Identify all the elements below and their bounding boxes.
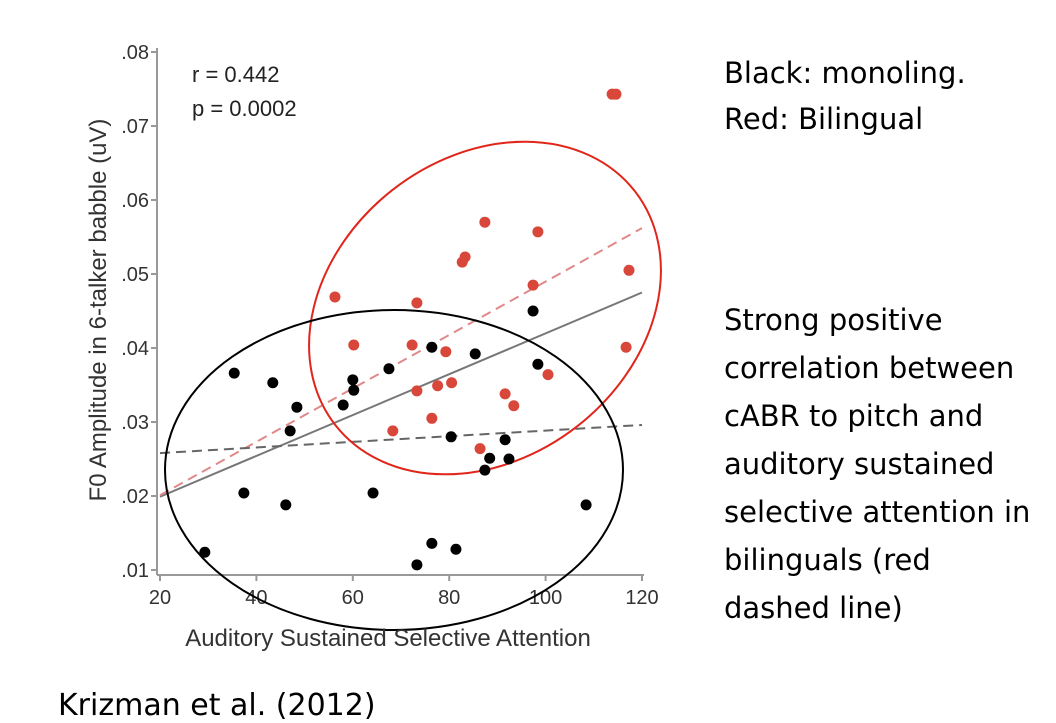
r-annotation: r = 0.442	[192, 62, 279, 87]
y-tick-label: .02	[121, 486, 149, 508]
x-tick-label: 60	[342, 587, 364, 609]
y-tick-label: .05	[121, 264, 149, 286]
monolingual-point	[426, 537, 438, 549]
bilingual-point	[620, 341, 632, 353]
legend-note: Black: monoling. Red: Bilingual	[724, 50, 966, 142]
monolingual-point	[450, 543, 462, 555]
p-annotation: p = 0.0002	[192, 96, 297, 121]
legend-red: Red: Bilingual	[724, 102, 924, 136]
monolingual-point	[284, 425, 296, 437]
monolingual-point	[411, 559, 423, 571]
bilingual-point	[542, 369, 554, 381]
monolingual-point	[267, 377, 279, 389]
axes	[156, 48, 644, 576]
monolingual-point	[238, 487, 250, 499]
monolingual-point	[469, 348, 481, 360]
bilingual-point	[440, 346, 452, 358]
y-tick-label: .03	[121, 412, 149, 434]
bilingual-point	[406, 339, 418, 351]
fit-line-dashed	[159, 423, 643, 455]
bilingual-point	[508, 400, 520, 412]
monolingual-point	[580, 499, 592, 511]
monolingual-point	[199, 546, 211, 558]
monolingual-point	[499, 434, 511, 446]
y-tick-label: .06	[121, 190, 149, 212]
monolingual-point	[426, 341, 438, 353]
x-axis-label: Auditory Sustained Selective Attention	[185, 625, 591, 652]
fit-line-solid	[159, 291, 643, 498]
y-tick-label: .08	[121, 42, 149, 64]
bilingual-point	[479, 216, 491, 228]
y-tick-label: .04	[121, 338, 149, 360]
monolingual-point	[291, 401, 303, 413]
bilingual-point	[426, 412, 438, 424]
y-axis-label: F0 Amplitude in 6-talker babble (uV)	[85, 119, 112, 502]
bilingual-point	[329, 291, 341, 303]
y-tick-label: .01	[121, 560, 149, 582]
y-tick-label: .07	[121, 116, 149, 138]
monolingual-point	[383, 363, 395, 375]
black-group-ellipse	[164, 309, 624, 631]
bilingual-point	[411, 385, 423, 397]
bilingual-point	[527, 279, 539, 291]
bilingual-point	[348, 339, 360, 351]
bilingual-point	[474, 443, 486, 455]
bilingual-point	[411, 297, 423, 309]
monolingual-point	[503, 453, 515, 465]
bilingual-point	[499, 388, 511, 400]
monolingual-point	[367, 487, 379, 499]
bilingual-point	[387, 425, 399, 437]
monolingual-point	[348, 384, 360, 396]
bilingual-point	[532, 226, 544, 238]
monolingual-point	[484, 452, 496, 464]
bilingual-point	[432, 380, 444, 392]
monolingual-point	[280, 499, 292, 511]
bilingual-point	[623, 264, 635, 276]
x-tick-label: 100	[529, 587, 562, 609]
monolingual-point	[445, 431, 457, 443]
x-tick-label: 120	[625, 587, 658, 609]
bilingual-point	[446, 377, 458, 389]
monolingual-point	[337, 399, 349, 411]
monolingual-point	[527, 305, 539, 317]
monolingual-point	[228, 367, 240, 379]
summary-note: Strong positive correlation between cABR…	[724, 303, 1031, 625]
legend-black: Black: monoling.	[724, 56, 966, 90]
fit-line-dashed	[159, 227, 643, 497]
monolingual-point	[347, 374, 359, 386]
bilingual-point	[610, 88, 622, 100]
citation: Krizman et al. (2012)	[58, 688, 376, 723]
x-tick-label: 20	[149, 587, 171, 609]
monolingual-point	[479, 464, 491, 476]
monolingual-point	[532, 358, 544, 370]
red-group-ellipse	[308, 140, 662, 476]
x-tick-label: 80	[438, 587, 460, 609]
bilingual-point	[459, 251, 471, 263]
